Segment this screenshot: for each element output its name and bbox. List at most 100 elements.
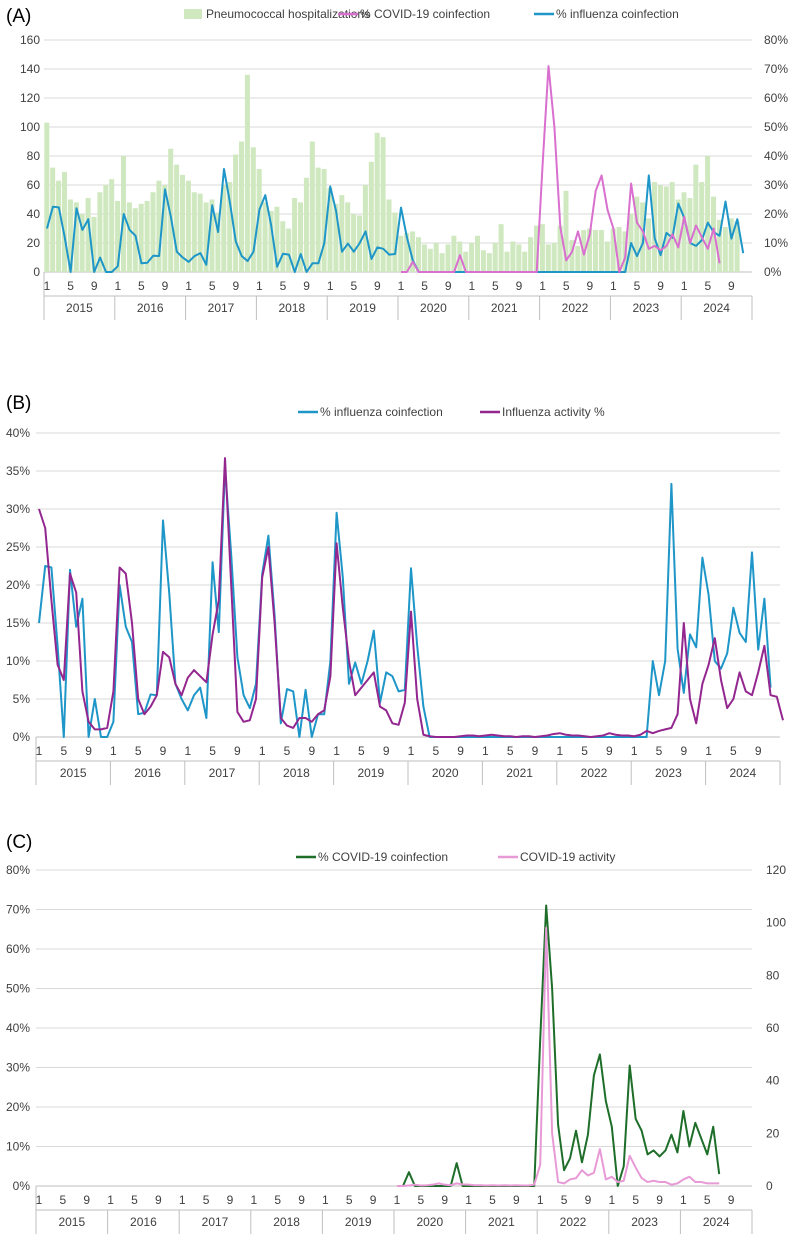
x-month-label: 1 (36, 1193, 43, 1207)
x-month-label: 5 (581, 744, 588, 758)
x-month-label: 9 (728, 279, 735, 293)
x-month-label: 1 (482, 744, 489, 758)
panel-label: (A) (6, 6, 31, 27)
x-month-label: 9 (656, 1193, 663, 1207)
x-month-label: 1 (394, 1193, 401, 1207)
y-right-tick-label: 60 (766, 1021, 780, 1035)
x-month-label: 9 (85, 744, 92, 758)
panel-1: (B) 0% 5% 10% 15% 20% 25% 30% 35% 40% 1 5 9 2015 1 5 9 20… (6, 393, 784, 785)
bar (734, 221, 740, 272)
x-month-label: 5 (704, 279, 711, 293)
x-year-label: 2021 (488, 1215, 515, 1229)
bar (197, 193, 203, 272)
x-month-label: 9 (232, 279, 239, 293)
y-left-tick-label: 0% (13, 730, 31, 744)
x-month-label: 1 (250, 1193, 257, 1207)
bar (262, 202, 268, 272)
y-right-tick-label: 40% (764, 149, 788, 163)
bar (534, 225, 539, 272)
y-left-tick-label: 0 (33, 265, 40, 279)
bar (516, 244, 522, 272)
y-left-tick-label: 0% (13, 1179, 31, 1193)
x-month-label: 5 (67, 279, 74, 293)
x-month-label: 1 (333, 744, 340, 758)
y-left-tick-label: 80 (27, 149, 41, 163)
x-month-label: 9 (680, 744, 687, 758)
bar (67, 199, 73, 272)
bar (44, 122, 50, 273)
x-year-label: 2021 (491, 301, 518, 315)
x-month-label: 9 (234, 744, 241, 758)
x-month-label: 1 (556, 744, 563, 758)
x-month-label: 9 (728, 1193, 735, 1207)
panel-label: (C) (6, 832, 32, 853)
y-right-tick-label: 20% (764, 207, 788, 221)
x-month-label: 5 (492, 279, 499, 293)
y-left-tick-label: 70% (6, 903, 30, 917)
y-right-tick-label: 120 (766, 863, 786, 877)
series-line-1 (38, 457, 784, 738)
bar (398, 235, 404, 272)
bar (50, 167, 56, 272)
bar (634, 196, 640, 272)
y-left-tick-label: 40% (6, 1021, 30, 1035)
x-month-label: 9 (457, 744, 464, 758)
x-year-label: 2019 (345, 1215, 372, 1229)
bar (469, 243, 475, 272)
y-left-tick-label: 20% (6, 578, 30, 592)
x-year-label: 2023 (632, 301, 659, 315)
bar (486, 253, 492, 272)
bar (303, 177, 309, 272)
x-year-label: 2018 (283, 766, 310, 780)
bar (62, 171, 67, 272)
bar (657, 185, 663, 272)
bar (475, 235, 480, 272)
bar (109, 179, 115, 272)
bar (728, 218, 734, 272)
x-month-label: 5 (358, 744, 365, 758)
bar (522, 251, 528, 272)
x-month-label: 5 (704, 1193, 711, 1207)
panel-0: (A) 0 20 40 60 80 100 120 140 160 0% 10% 20% 30% 40% 50… (6, 6, 788, 320)
y-right-tick-label: 0% (764, 265, 782, 279)
x-month-label: 5 (203, 1193, 210, 1207)
bar (504, 251, 510, 272)
bar (510, 241, 516, 272)
bar (321, 169, 327, 272)
bar (298, 202, 303, 272)
legend-label: % COVID-19 coinfection (360, 7, 490, 21)
legend-label: Influenza activity % (502, 405, 605, 419)
x-month-label: 9 (162, 279, 169, 293)
bar (569, 240, 575, 272)
y-right-tick-label: 40 (766, 1074, 780, 1088)
bar (274, 206, 280, 272)
x-month-label: 9 (606, 744, 613, 758)
bar (699, 182, 705, 272)
legend-label: % influenza coinfection (320, 405, 443, 419)
y-right-tick-label: 50% (764, 120, 788, 134)
y-right-tick-label: 80 (766, 968, 780, 982)
x-month-label: 9 (308, 744, 315, 758)
y-left-tick-label: 10% (6, 654, 30, 668)
x-month-label: 9 (586, 279, 593, 293)
bar (404, 232, 410, 272)
bar (345, 202, 351, 272)
x-year-label: 2020 (416, 1215, 443, 1229)
x-month-label: 5 (138, 279, 145, 293)
y-left-tick-label: 35% (6, 464, 30, 478)
x-month-label: 1 (44, 279, 51, 293)
bar (268, 211, 274, 272)
x-year-label: 2024 (729, 766, 756, 780)
x-month-label: 9 (516, 279, 523, 293)
bar (227, 182, 233, 272)
panel-label: (B) (6, 393, 31, 414)
bar (156, 180, 162, 272)
x-year-label: 2018 (278, 301, 305, 315)
bar (180, 174, 185, 272)
x-month-label: 9 (755, 744, 762, 758)
x-month-label: 9 (160, 744, 167, 758)
x-year-label: 2022 (560, 1215, 587, 1229)
bar (687, 198, 693, 272)
bar (144, 200, 150, 272)
